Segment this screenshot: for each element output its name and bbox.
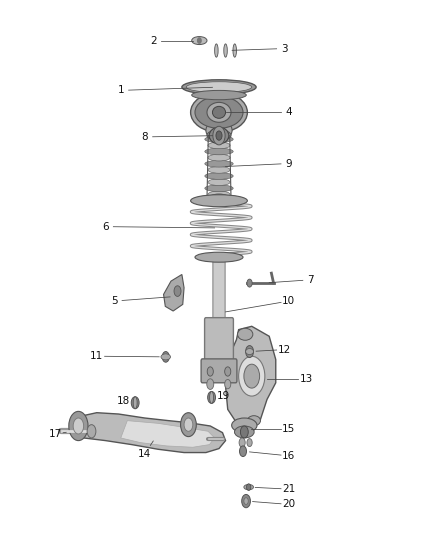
Text: 10: 10 (283, 296, 295, 306)
Ellipse shape (212, 107, 226, 118)
Circle shape (225, 367, 231, 376)
Ellipse shape (247, 416, 261, 426)
Ellipse shape (182, 80, 256, 94)
Text: 12: 12 (278, 344, 291, 354)
Ellipse shape (205, 148, 233, 155)
Circle shape (69, 411, 88, 441)
Circle shape (208, 391, 215, 403)
Circle shape (216, 131, 222, 140)
Text: 2: 2 (150, 36, 157, 45)
Circle shape (213, 126, 225, 145)
Text: 14: 14 (138, 449, 152, 459)
Text: 4: 4 (286, 107, 292, 117)
Ellipse shape (237, 328, 253, 340)
Text: 7: 7 (307, 275, 314, 285)
Text: 16: 16 (282, 451, 296, 461)
Circle shape (198, 38, 201, 43)
Circle shape (240, 426, 248, 438)
Polygon shape (226, 326, 276, 429)
Circle shape (242, 495, 251, 508)
Polygon shape (71, 413, 226, 453)
Ellipse shape (209, 127, 229, 144)
Circle shape (225, 379, 231, 389)
Ellipse shape (208, 167, 230, 173)
Ellipse shape (209, 194, 229, 203)
Ellipse shape (205, 160, 233, 167)
Ellipse shape (208, 179, 230, 185)
Text: 5: 5 (111, 296, 117, 306)
Text: 15: 15 (282, 424, 296, 434)
Ellipse shape (133, 397, 137, 409)
Text: 1: 1 (117, 85, 124, 95)
Circle shape (131, 397, 139, 409)
Circle shape (87, 425, 96, 438)
Text: 19: 19 (217, 391, 230, 401)
Ellipse shape (224, 44, 227, 57)
Text: 6: 6 (102, 222, 109, 232)
Text: 3: 3 (281, 44, 288, 53)
Ellipse shape (246, 349, 254, 354)
Ellipse shape (191, 92, 247, 132)
Circle shape (180, 413, 196, 437)
Circle shape (240, 446, 247, 457)
Circle shape (184, 418, 193, 431)
FancyBboxPatch shape (213, 259, 225, 321)
Polygon shape (121, 421, 215, 447)
Text: 21: 21 (282, 484, 296, 494)
Polygon shape (163, 274, 184, 311)
Ellipse shape (192, 91, 246, 100)
Ellipse shape (191, 195, 247, 207)
Text: 8: 8 (141, 132, 148, 142)
Circle shape (247, 279, 252, 287)
Ellipse shape (205, 185, 233, 191)
Circle shape (239, 438, 245, 447)
Ellipse shape (244, 484, 254, 490)
Ellipse shape (205, 136, 233, 142)
Text: 18: 18 (117, 395, 130, 406)
Text: 13: 13 (300, 375, 313, 384)
Ellipse shape (234, 426, 254, 438)
FancyBboxPatch shape (201, 359, 237, 383)
FancyBboxPatch shape (205, 318, 233, 368)
Circle shape (244, 364, 260, 388)
Ellipse shape (195, 96, 243, 128)
Text: 9: 9 (286, 158, 292, 168)
Text: 17: 17 (49, 429, 62, 439)
Circle shape (207, 367, 213, 376)
Ellipse shape (206, 120, 232, 140)
Circle shape (247, 484, 251, 490)
Circle shape (247, 439, 252, 447)
Circle shape (162, 352, 169, 362)
Text: 20: 20 (283, 499, 295, 510)
Ellipse shape (186, 82, 252, 92)
Ellipse shape (208, 155, 230, 161)
Ellipse shape (215, 44, 218, 57)
Ellipse shape (233, 44, 237, 57)
Ellipse shape (208, 191, 230, 198)
Ellipse shape (192, 37, 207, 45)
Circle shape (174, 286, 181, 296)
Circle shape (73, 418, 84, 434)
Ellipse shape (210, 391, 214, 403)
Circle shape (244, 498, 248, 504)
Ellipse shape (208, 142, 230, 149)
Circle shape (207, 379, 214, 390)
Text: 11: 11 (90, 351, 103, 361)
Ellipse shape (207, 102, 231, 122)
Circle shape (239, 356, 265, 396)
Ellipse shape (207, 130, 231, 141)
Ellipse shape (205, 173, 233, 179)
Ellipse shape (232, 418, 257, 433)
Ellipse shape (195, 252, 243, 262)
Circle shape (246, 345, 254, 358)
Ellipse shape (161, 354, 170, 360)
